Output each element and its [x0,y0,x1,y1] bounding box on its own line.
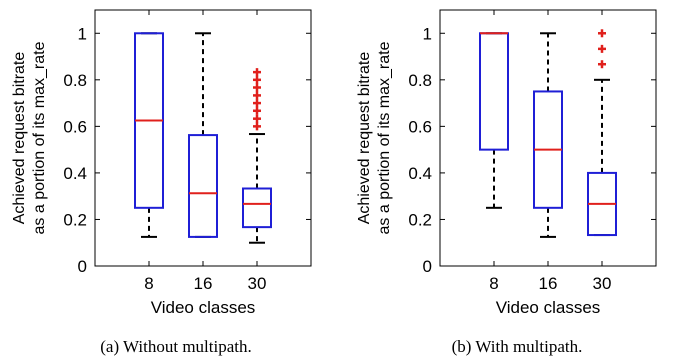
x-axis-ticks: 8 16 30 [144,10,266,293]
panel-caption: (a) Without multipath. [100,337,252,356]
outlier-marker [253,114,261,123]
outlier-marker [253,106,261,115]
y-axis-label-line-2: as a portion of its max_rate [31,41,48,234]
y-axis-ticks: 0 0.2 0.4 0.6 0.8 1 [63,24,311,276]
y-tick-label: 0.2 [408,210,432,229]
outlier-marker [253,99,261,108]
iqr-box [188,134,218,238]
iqr-box [479,32,509,151]
y-axis-label-line-2: as a portion of its max_rate [376,41,393,234]
y-tick-label: 0 [78,257,87,276]
outlier-marker [598,44,606,53]
chart-panel-without-multipath: 0 0.2 0.4 0.6 0.8 1 8 16 30 Video classes Achie… [11,9,312,356]
x-tick-label: 30 [248,274,267,293]
x-tick-label: 16 [194,274,213,293]
x-axis-label: Video classes [151,298,256,317]
box-plot-group [479,29,617,238]
x-tick-label: 30 [593,274,612,293]
panel-caption: (b) With multipath. [452,337,583,356]
x-tick-label: 16 [539,274,558,293]
plot-area-frame [94,9,312,267]
y-tick-label: 0.2 [63,210,87,229]
outlier-marker [598,29,606,38]
y-axis-ticks: 0 0.2 0.4 0.6 0.8 1 [408,24,656,276]
x-tick-label: 8 [144,274,153,293]
y-tick-label: 0.6 [408,117,432,136]
y-tick-label: 0.4 [408,164,432,183]
x-tick-label: 8 [489,274,498,293]
box-16 [188,32,218,238]
x-axis-label: Video classes [496,298,601,317]
outlier-marker [253,75,261,84]
iqr-box [242,187,272,229]
y-tick-label: 0.8 [63,71,87,90]
box-30 [587,29,617,237]
outlier-marker [253,122,261,131]
outlier-marker [253,68,261,77]
y-tick-label: 0.6 [63,117,87,136]
box-16 [533,32,563,238]
y-tick-label: 0.4 [63,164,87,183]
box-plot-group [134,32,272,244]
box-30 [242,68,272,244]
box-8 [479,32,509,209]
y-tick-label: 1 [423,24,432,43]
y-tick-label: 0.8 [408,71,432,90]
outlier-marker [253,83,261,92]
x-axis-ticks: 8 16 30 [489,10,611,293]
y-tick-label: 1 [78,24,87,43]
box-8 [134,32,164,238]
y-axis-label-line-1: Achieved request bitrate [356,52,373,225]
outlier-marker [253,91,261,100]
y-tick-label: 0 [423,257,432,276]
outlier-marker [598,60,606,69]
chart-panel-with-multipath: 0 0.2 0.4 0.6 0.8 1 8 16 30 Video classes Achie… [356,9,657,356]
y-axis-label-line-1: Achieved request bitrate [11,52,28,225]
